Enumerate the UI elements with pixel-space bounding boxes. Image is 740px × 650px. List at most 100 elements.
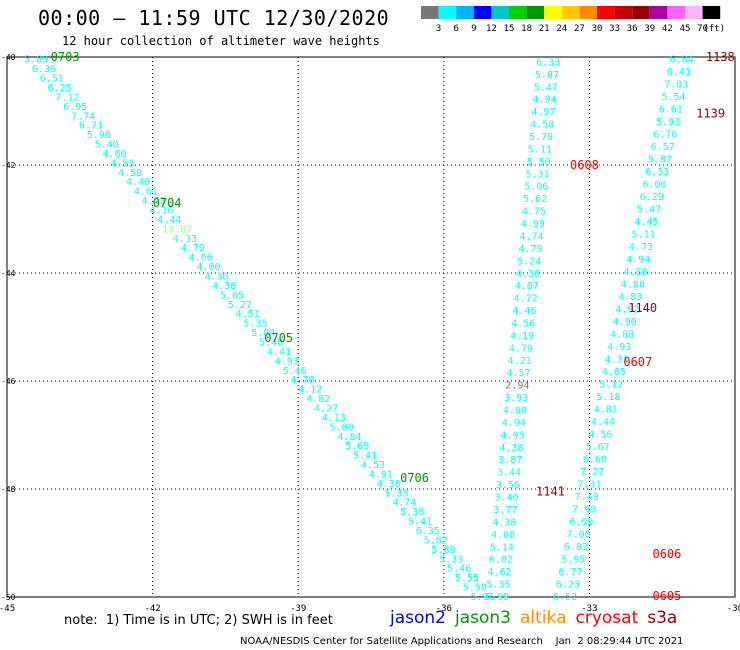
wave-height-value: 7.31 xyxy=(577,480,601,491)
wave-height-value: 5.48 xyxy=(259,337,283,348)
lon-tick-label: -33 xyxy=(581,604,597,614)
wave-height-value: 4.53 xyxy=(361,460,385,471)
wave-height-value: 4.51 xyxy=(236,309,260,320)
color-scale-label: 21 xyxy=(539,24,550,34)
color-swatch xyxy=(597,6,615,19)
wave-height-value: 4.97 xyxy=(531,107,555,118)
color-swatch xyxy=(702,6,721,19)
wave-height-value: 5.41 xyxy=(408,517,432,528)
wave-height-value: 4.38 xyxy=(212,281,236,292)
wave-height-value: 4.41 xyxy=(267,347,291,358)
wave-height-value: 4.92 xyxy=(615,305,639,316)
color-swatch xyxy=(456,6,474,19)
color-scale-label: (ft) xyxy=(703,24,725,34)
wave-height-value: 6.57 xyxy=(651,142,675,153)
lon-tick-label: -30 xyxy=(727,604,740,614)
wave-height-value: 5.41 xyxy=(353,451,377,462)
credit-line: NOAA/NESDIS Center for Satellite Applica… xyxy=(240,636,684,647)
color-swatch xyxy=(614,6,633,19)
satellite-tracks: 5.896.366.516.257.126.957.746.715.985.40… xyxy=(24,55,694,603)
wave-height-value: 6.77 xyxy=(559,567,583,578)
wave-height-value: 4.40 xyxy=(126,177,150,188)
wave-height-value: 7.93 xyxy=(572,505,596,516)
wave-height-value: 6.29 xyxy=(640,192,664,203)
wave-height-value: 5.11 xyxy=(632,230,656,241)
wave-height-value: 5.40 xyxy=(95,140,119,151)
legend-cryosat: cryosat xyxy=(575,608,639,628)
wave-height-value: 4.88 xyxy=(621,280,645,291)
lon-tick-label: -45 xyxy=(0,604,15,614)
color-swatch xyxy=(561,6,580,19)
wave-height-value: 4.86 xyxy=(624,267,648,278)
wave-height-value: 6.83 xyxy=(564,542,588,553)
wave-height-value: 4.79 xyxy=(518,244,542,255)
lat-tick-label: -40 xyxy=(1,53,16,62)
wave-height-value: 4.91 xyxy=(369,469,393,480)
wave-height-value: 5.38 xyxy=(400,507,424,518)
map-grid xyxy=(7,57,735,597)
wave-height-value: 5.93 xyxy=(656,117,680,128)
wave-height-value: 6.35 xyxy=(416,526,440,537)
wave-height-value: 5.05 xyxy=(220,290,244,301)
wave-height-value: 5.82 xyxy=(424,535,448,546)
color-swatch xyxy=(438,6,457,19)
wave-height-value: 6.60 xyxy=(583,455,607,466)
pass-time-labels: 0703 0704 0705 0706 1138 1139 0608 1140 0607 1141… xyxy=(51,50,735,603)
wave-height-value: 4.93 xyxy=(275,356,299,367)
lat-tick-label: -50 xyxy=(1,593,16,602)
color-swatch xyxy=(509,6,527,19)
legend-jason2: jason2 xyxy=(390,608,446,628)
wave-height-value: 3.93 xyxy=(504,393,528,404)
wave-height-value: 4.83 xyxy=(618,292,642,303)
wave-height-value: 4.56 xyxy=(588,430,612,441)
wave-height-value: 7.12 xyxy=(55,92,79,103)
wave-height-value: 6.23 xyxy=(556,580,580,591)
wave-height-value: 4.65 xyxy=(602,367,626,378)
wave-height-value: 5.69 xyxy=(345,441,369,452)
color-scale-label: 39 xyxy=(644,24,655,34)
page-subtitle: 12 hour collection of altimeter wave hei… xyxy=(62,34,380,48)
wave-height-value: 7.27 xyxy=(580,467,604,478)
wave-height-value: 4.94 xyxy=(502,418,526,429)
wave-height-value: 5.46 xyxy=(447,564,471,575)
color-swatch xyxy=(421,6,439,19)
legend-altika: altika xyxy=(520,608,567,628)
wave-height-value: 5.47 xyxy=(637,205,661,216)
lat-tick-label: -44 xyxy=(1,269,16,278)
pass-time-label: 1140 xyxy=(628,301,657,315)
pass-time-label: 0705 xyxy=(264,331,293,345)
lat-tick-label: -42 xyxy=(1,161,16,170)
wave-height-value: 7.03 xyxy=(664,80,688,91)
color-scale-label: 24 xyxy=(556,24,567,34)
pass-time-label: 1138 xyxy=(706,50,735,64)
wave-height-value: 4.13 xyxy=(322,413,346,424)
wave-height-value: 5.35 xyxy=(243,319,267,330)
wave-height-value: 5.99 xyxy=(485,592,509,603)
wave-height-value: 4.56 xyxy=(511,318,535,329)
wave-height-value: 4.06 xyxy=(189,253,213,264)
wave-height-value: 5.95 xyxy=(561,555,585,566)
wave-height-value: 4.88 xyxy=(610,330,634,341)
wave-height-value: 4.21 xyxy=(508,356,532,367)
pass-time-label: 0605 xyxy=(652,589,681,603)
wave-height-value: 7.74 xyxy=(71,111,95,122)
legend-jason3: jason3 xyxy=(455,608,511,628)
wave-height-value: 5.98 xyxy=(87,130,111,141)
wave-height-value: 4.82 xyxy=(306,394,330,405)
wave-height-value: 7.00 xyxy=(567,530,591,541)
color-swatch xyxy=(667,6,685,19)
wave-height-value: 3.77 xyxy=(493,505,517,516)
wave-height-value: 5.87 xyxy=(535,70,559,81)
wave-height-value: 6.84 xyxy=(670,55,694,66)
wave-height-value: 4.12 xyxy=(298,385,322,396)
wave-height-value: 4.08 xyxy=(491,530,515,541)
color-swatch xyxy=(685,6,703,19)
color-scale-label: 30 xyxy=(592,24,603,34)
wave-height-value: 6.76 xyxy=(653,130,677,141)
wave-height-value: 4.19 xyxy=(510,331,534,342)
pass-time-label: 0704 xyxy=(153,196,182,210)
wave-height-value: 6.00 xyxy=(642,180,666,191)
wave-height-value: 5.89 xyxy=(24,55,48,66)
wave-height-value: 5.89 xyxy=(431,545,455,556)
wave-height-value: 4.57 xyxy=(506,368,530,379)
